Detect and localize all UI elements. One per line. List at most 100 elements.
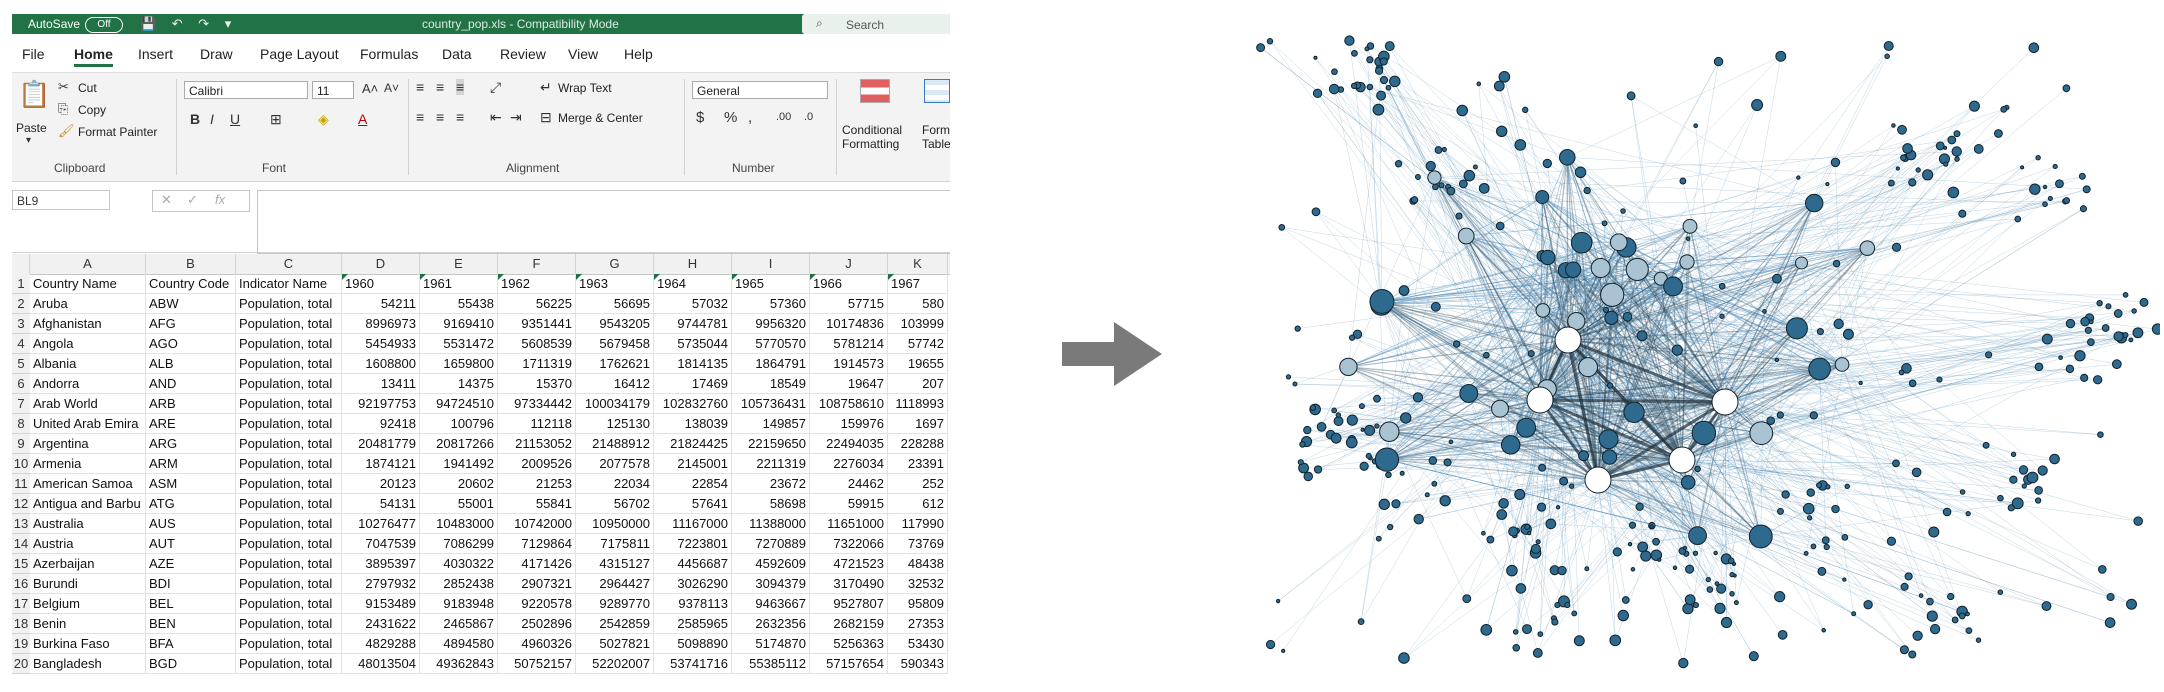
table-cell[interactable]: 9378113 [654, 594, 732, 614]
table-cell[interactable]: 7086299 [420, 534, 498, 554]
table-cell[interactable]: American Samoa [30, 474, 146, 494]
increase-indent-icon[interactable]: ⇥ [510, 109, 522, 125]
table-cell[interactable]: 20817266 [420, 434, 498, 454]
table-cell[interactable]: 4592609 [732, 554, 810, 574]
table-cell[interactable]: 53741716 [654, 654, 732, 674]
table-cell[interactable]: 3895397 [342, 554, 420, 574]
number-format-select[interactable]: General [692, 81, 828, 99]
table-cell[interactable]: Population, total [236, 374, 342, 394]
table-cell[interactable]: 97334442 [498, 394, 576, 414]
table-cell[interactable]: BEL [146, 594, 236, 614]
column-header-e[interactable]: E [420, 254, 498, 274]
tab-help[interactable]: Help [624, 46, 653, 62]
table-cell[interactable]: Burkina Faso [30, 634, 146, 654]
table-cell[interactable]: 8996973 [342, 314, 420, 334]
table-cell[interactable]: 1864791 [732, 354, 810, 374]
table-cell[interactable]: 15370 [498, 374, 576, 394]
table-cell[interactable]: 9169410 [420, 314, 498, 334]
table-cell[interactable]: 590343 [888, 654, 948, 674]
font-size-select[interactable]: 11 [312, 81, 354, 99]
tab-data[interactable]: Data [442, 46, 472, 62]
table-cell[interactable]: 54211 [342, 294, 420, 314]
table-cell[interactable]: 57715 [810, 294, 888, 314]
tab-page-layout[interactable]: Page Layout [260, 46, 339, 62]
table-cell[interactable]: 22159650 [732, 434, 810, 454]
table-cell[interactable]: 1118993 [888, 394, 948, 414]
table-cell[interactable]: Benin [30, 614, 146, 634]
copy-button[interactable]: Copy [78, 103, 107, 117]
table-cell[interactable]: Bangladesh [30, 654, 146, 674]
table-cell[interactable]: 1697 [888, 414, 948, 434]
table-cell[interactable]: Armenia [30, 454, 146, 474]
table-cell[interactable]: 5256363 [810, 634, 888, 654]
row-header[interactable]: 1 [12, 274, 30, 294]
table-cell[interactable]: 4960326 [498, 634, 576, 654]
table-cell[interactable]: 2465867 [420, 614, 498, 634]
table-cell[interactable]: Population, total [236, 334, 342, 354]
table-cell[interactable]: Afghanistan [30, 314, 146, 334]
table-cell[interactable]: 1608800 [342, 354, 420, 374]
table-cell[interactable]: 21253 [498, 474, 576, 494]
table-cell[interactable]: Population, total [236, 314, 342, 334]
table-cell[interactable]: Population, total [236, 354, 342, 374]
table-cell[interactable]: 1659800 [420, 354, 498, 374]
table-cell[interactable]: 55385112 [732, 654, 810, 674]
copy-icon[interactable]: ⎘ [58, 101, 69, 116]
table-cell[interactable]: BGD [146, 654, 236, 674]
header-cell[interactable]: 1965 [732, 274, 810, 294]
row-header[interactable]: 8 [12, 414, 30, 434]
table-cell[interactable]: 56695 [576, 294, 654, 314]
table-cell[interactable]: 2431622 [342, 614, 420, 634]
table-cell[interactable]: 159976 [810, 414, 888, 434]
table-cell[interactable]: 5735044 [654, 334, 732, 354]
row-header[interactable]: 15 [12, 554, 30, 574]
table-cell[interactable]: 22494035 [810, 434, 888, 454]
table-cell[interactable]: 2077578 [576, 454, 654, 474]
table-cell[interactable]: 21824425 [654, 434, 732, 454]
row-header[interactable]: 13 [12, 514, 30, 534]
table-cell[interactable]: 7047539 [342, 534, 420, 554]
table-cell[interactable]: Population, total [236, 474, 342, 494]
table-cell[interactable]: 9956320 [732, 314, 810, 334]
table-cell[interactable]: 73769 [888, 534, 948, 554]
table-cell[interactable]: 5454933 [342, 334, 420, 354]
tab-file[interactable]: File [22, 46, 45, 62]
table-cell[interactable]: 2502896 [498, 614, 576, 634]
orientation-icon[interactable]: ⤢ [490, 79, 502, 95]
column-header-b[interactable]: B [146, 254, 236, 274]
table-cell[interactable]: 55438 [420, 294, 498, 314]
table-cell[interactable]: 20123 [342, 474, 420, 494]
table-cell[interactable]: 4030322 [420, 554, 498, 574]
table-cell[interactable]: 4721523 [810, 554, 888, 574]
table-cell[interactable]: United Arab Emira [30, 414, 146, 434]
table-cell[interactable]: 4171426 [498, 554, 576, 574]
format-painter-icon[interactable]: 🖌 [58, 123, 75, 138]
table-cell[interactable]: 612 [888, 494, 948, 514]
table-cell[interactable]: 2964427 [576, 574, 654, 594]
table-cell[interactable]: 23391 [888, 454, 948, 474]
table-cell[interactable]: Population, total [236, 634, 342, 654]
column-header-g[interactable]: G [576, 254, 654, 274]
table-cell[interactable]: Population, total [236, 534, 342, 554]
table-cell[interactable]: 4456687 [654, 554, 732, 574]
underline-icon[interactable]: U [230, 111, 241, 127]
quick-access-icons[interactable]: 💾 ↶ ↷ ▾ [140, 16, 238, 31]
table-cell[interactable]: 27353 [888, 614, 948, 634]
row-header[interactable]: 4 [12, 334, 30, 354]
header-cell[interactable]: 1960 [342, 274, 420, 294]
table-cell[interactable]: 22854 [654, 474, 732, 494]
table-cell[interactable]: 32532 [888, 574, 948, 594]
bold-icon[interactable]: B [190, 111, 201, 127]
name-box[interactable]: BL9 [12, 190, 110, 210]
table-cell[interactable]: 5174870 [732, 634, 810, 654]
table-cell[interactable]: 4829288 [342, 634, 420, 654]
comma-icon[interactable]: , [748, 109, 753, 126]
table-cell[interactable]: Burundi [30, 574, 146, 594]
column-header-h[interactable]: H [654, 254, 732, 274]
table-cell[interactable]: 100034179 [576, 394, 654, 414]
table-cell[interactable]: 24462 [810, 474, 888, 494]
table-cell[interactable]: AUS [146, 514, 236, 534]
table-cell[interactable]: 7129864 [498, 534, 576, 554]
table-cell[interactable]: ATG [146, 494, 236, 514]
